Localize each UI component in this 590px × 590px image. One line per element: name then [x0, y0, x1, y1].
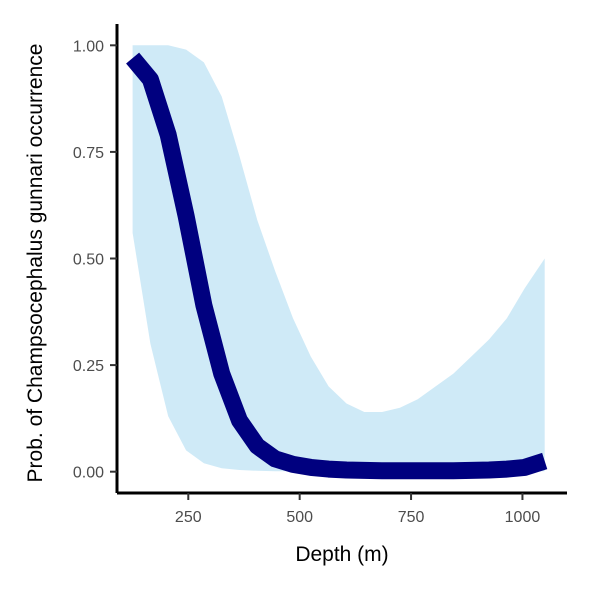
y-tick-label: 0.50 — [73, 252, 104, 269]
y-ticks: 0.00 0.25 0.50 0.75 1.00 — [73, 38, 117, 482]
x-axis-title: Depth (m) — [295, 543, 388, 566]
y-tick-label: 0.00 — [73, 465, 104, 482]
y-axis-title: Prob. of Champsocephalus gunnari occurre… — [24, 44, 47, 483]
series-line-0 — [126, 52, 548, 480]
x-tick-label: 1000 — [505, 509, 541, 526]
x-ticks: 250 500 750 1000 — [175, 493, 540, 526]
x-tick-label: 500 — [286, 509, 313, 526]
confidence-band-layer — [132, 45, 545, 472]
y-tick-label: 1.00 — [73, 38, 104, 55]
confidence-band-0 — [132, 45, 545, 472]
x-tick-label: 250 — [175, 509, 202, 526]
y-tick-label: 0.25 — [73, 358, 104, 375]
y-tick-label: 0.75 — [73, 145, 104, 162]
x-tick-label: 750 — [398, 509, 425, 526]
series-line-layer — [126, 52, 548, 480]
